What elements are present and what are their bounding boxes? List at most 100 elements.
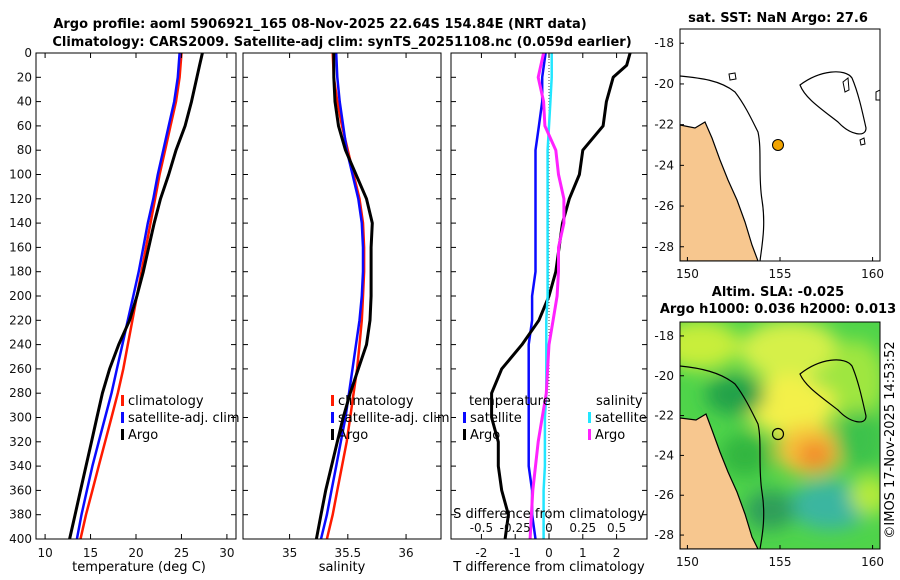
difference-xlabel-top: S difference from climatology — [453, 507, 645, 522]
y-tick-label: 220 — [9, 313, 32, 327]
series-t-satellite — [527, 52, 547, 540]
sst-reef-small-2 — [842, 77, 850, 93]
legend-label-satellite: satellite-adj. clim — [128, 411, 240, 426]
x-tick-label: 0 — [545, 546, 553, 560]
sla-map-ticks: 150 155 160 -18 -20 -22 -24 -26 -28 — [654, 329, 884, 569]
y-tick-label: 80 — [17, 143, 32, 157]
map-y-tick-label: -26 — [654, 488, 674, 502]
legend-swatch-climatology — [121, 395, 124, 406]
map-y-tick-label: -24 — [654, 448, 674, 462]
sst-float-marker — [772, 139, 784, 151]
series-t-argo — [490, 52, 632, 540]
y-tick-label: 160 — [9, 240, 32, 254]
series-climatology — [79, 52, 183, 540]
copyright-label: ©IMOS 17-Nov-2025 14:53:52 — [883, 341, 898, 538]
x-tick-label: 15 — [83, 546, 98, 560]
y-tick-label: 140 — [9, 216, 32, 230]
legend-swatch-satellite — [331, 412, 334, 423]
series-argo — [314, 53, 374, 540]
sst-map-ticks: 150 155 160 -18 -20 -22 -24 -26 -28 — [654, 36, 884, 281]
legend-label-argo: Argo — [128, 428, 158, 443]
x-tick-label: 35 — [282, 546, 297, 560]
s-tick-label: 0.5 — [607, 521, 626, 535]
map-y-tick-label: -28 — [654, 240, 674, 254]
y-tick-label: 380 — [9, 508, 32, 522]
map-x-tick-label: 155 — [769, 267, 792, 281]
legend-label-satellite: satellite-adj. clim — [338, 411, 450, 426]
series-satellite-adj-clim — [319, 52, 365, 540]
difference-legend: temperature satellite Argo salinity sate… — [463, 394, 647, 443]
map-x-tick-label: 160 — [861, 267, 884, 281]
map-x-tick-label: 150 — [676, 555, 699, 569]
legend-title-temperature: temperature — [469, 394, 551, 409]
sst-reef-small-4 — [875, 89, 880, 101]
s-tick-label: 0.25 — [569, 521, 596, 535]
map-y-tick-label: -22 — [654, 118, 674, 132]
y-tick-label: 280 — [9, 386, 32, 400]
sla-map-title: Altim. SLA: -0.025 — [712, 285, 844, 300]
sst-reef-small — [728, 72, 737, 81]
sst-reef-small-3 — [859, 137, 866, 146]
legend-label-climatology: climatology — [128, 394, 204, 409]
difference-xlabel: T difference from climatology — [452, 560, 645, 575]
sla-reef-contour-2 — [799, 359, 867, 423]
legend-title-salinity: salinity — [596, 394, 643, 409]
sla-coastline-land — [680, 413, 759, 549]
title-line2: Climatology: CARS2009. Satellite-adj cli… — [52, 35, 631, 50]
x-tick-label: -1 — [509, 546, 521, 560]
legend-label-t-argo: Argo — [470, 428, 500, 443]
y-tick-label: 300 — [9, 411, 32, 425]
sla-float-marker — [771, 427, 785, 441]
x-tick-label: 20 — [128, 546, 143, 560]
y-tick-label: 60 — [17, 119, 32, 133]
map-y-tick-label: -18 — [654, 36, 674, 50]
y-tick-label: 0 — [24, 46, 32, 60]
legend-swatch-climatology — [331, 395, 334, 406]
legend-swatch-s-argo — [588, 429, 591, 440]
salinity-legend: climatology satellite-adj. clim Argo — [331, 394, 450, 443]
map-y-tick-label: -26 — [654, 199, 674, 213]
legend-swatch-argo — [331, 429, 334, 440]
map-y-tick-label: -18 — [654, 329, 674, 343]
map-y-tick-label: -28 — [654, 528, 674, 542]
y-tick-label: 200 — [9, 289, 32, 303]
y-tick-label: 340 — [9, 459, 32, 473]
x-tick-label: 1 — [579, 546, 587, 560]
x-tick-label: 30 — [219, 546, 234, 560]
x-tick-label: 35.5 — [334, 546, 361, 560]
y-tick-label: 360 — [9, 483, 32, 497]
salinity-xlabel: salinity — [319, 560, 366, 575]
series-satellite-adj-clim — [75, 52, 181, 540]
sst-reef-contour — [680, 75, 765, 261]
temperature-panel: 10 15 20 25 30020406080100120140160180200220… — [9, 46, 237, 560]
legend-swatch-t-satellite — [463, 412, 466, 423]
map-y-tick-label: -20 — [654, 369, 674, 383]
sla-map: 150 155 160 -18 -20 -22 -24 -26 -28 — [654, 321, 884, 569]
x-tick-label: 36 — [398, 546, 413, 560]
y-tick-label: 180 — [9, 265, 32, 279]
difference-panel: -2 -1 0 1 2 -0.5 -0.25 0 0.25 0.5 — [450, 52, 648, 560]
s-tick-label: -0.5 — [470, 521, 493, 535]
s-tick-label: 0 — [545, 521, 553, 535]
salinity-panel: 35 35.5 36 — [242, 52, 442, 560]
y-tick-label: 240 — [9, 338, 32, 352]
legend-swatch-t-argo — [463, 429, 466, 440]
temperature-xlabel: temperature (deg C) — [72, 560, 206, 575]
y-tick-label: 40 — [17, 95, 32, 109]
legend-swatch-argo — [121, 429, 124, 440]
legend-swatch-satellite — [121, 412, 124, 423]
map-y-tick-label: -22 — [654, 409, 674, 423]
y-tick-label: 100 — [9, 168, 32, 182]
y-tick-label: 20 — [17, 70, 32, 84]
map-x-tick-label: 155 — [769, 555, 792, 569]
map-y-tick-label: -24 — [654, 158, 674, 172]
y-tick-label: 320 — [9, 435, 32, 449]
sla-reef-contour — [680, 365, 765, 549]
y-tick-label: 400 — [9, 532, 32, 546]
x-tick-label: 2 — [613, 546, 621, 560]
series-argo — [68, 52, 204, 540]
map-x-tick-label: 150 — [676, 267, 699, 281]
map-y-tick-label: -20 — [654, 77, 674, 91]
series-s-argo — [528, 52, 566, 540]
